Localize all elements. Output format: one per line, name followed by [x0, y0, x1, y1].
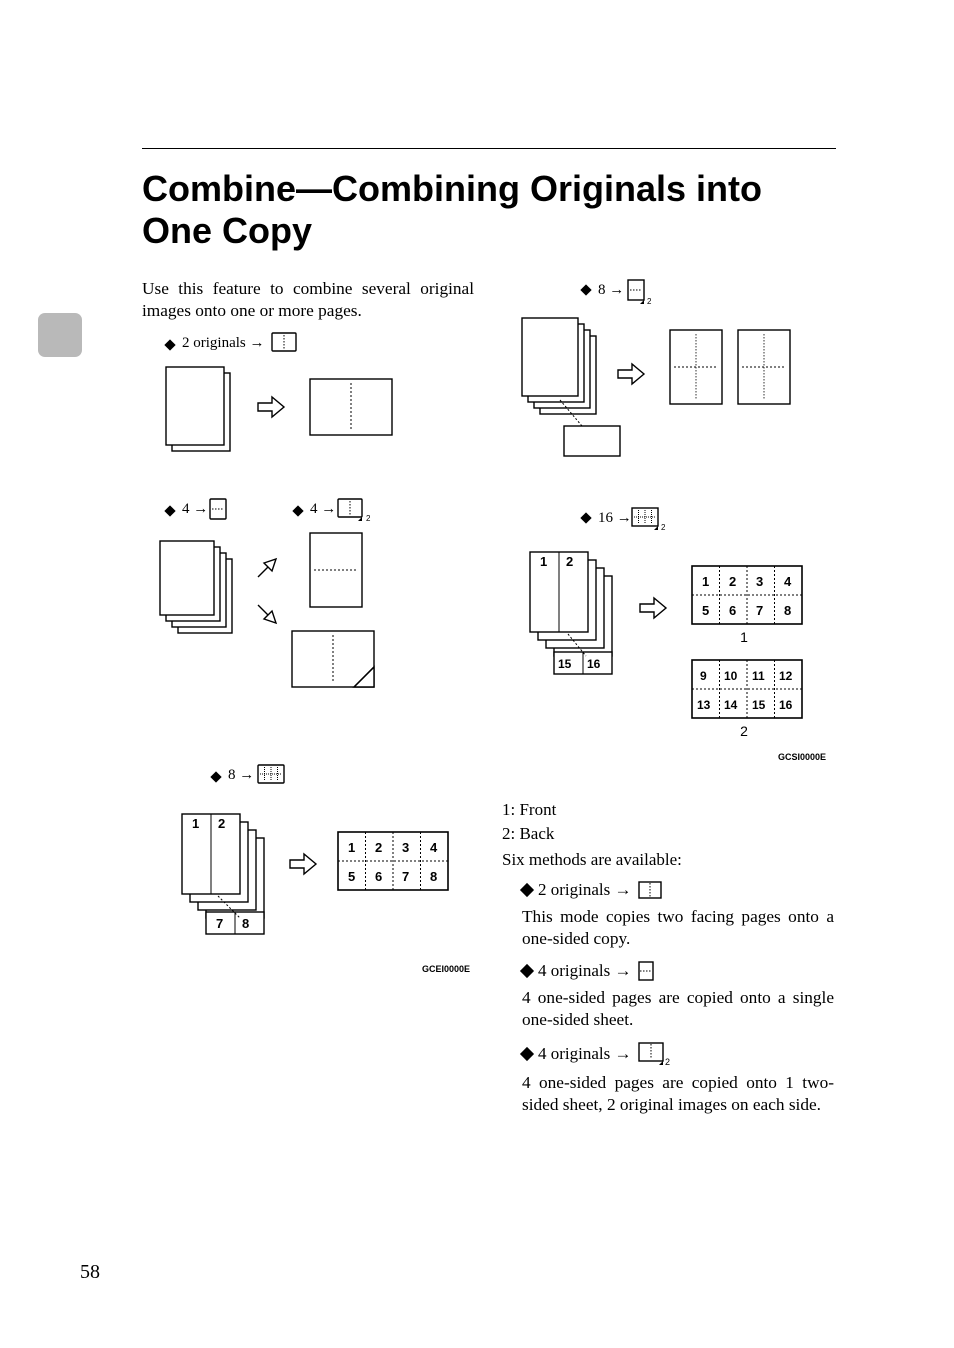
svg-text:7: 7 — [756, 603, 763, 618]
svg-text:2: 2 — [665, 1057, 670, 1066]
svg-text:2: 2 — [647, 297, 652, 306]
ref-code-8-1: GCEI0000E — [422, 964, 470, 974]
svg-text:2: 2 — [218, 816, 225, 831]
svg-text:14: 14 — [724, 698, 738, 712]
svg-text:1: 1 — [702, 574, 709, 589]
svg-text:1: 1 — [540, 554, 547, 569]
header-rule — [142, 148, 836, 149]
svg-text:3: 3 — [402, 840, 409, 855]
bullet-icon — [520, 883, 534, 897]
bullet-4-1: 4 → — [182, 501, 208, 517]
svg-text:9: 9 — [700, 669, 707, 683]
svg-text:2: 2 — [566, 554, 573, 569]
icon-2up-landscape — [638, 881, 662, 899]
icon-2up-portrait — [638, 961, 654, 981]
svg-text:8: 8 — [242, 916, 249, 931]
bullet-8-1-row: 8 → — [142, 763, 474, 789]
svg-text:16: 16 — [587, 657, 601, 671]
svg-text:12: 12 — [779, 669, 793, 683]
front-label: 1: Front — [502, 800, 834, 820]
icon-2up-duplex: 2 — [638, 1042, 672, 1066]
diagram-eight-to-two: 8 → 2 — [502, 278, 834, 478]
desc-2-1: This mode copies two facing pages onto a… — [522, 906, 834, 951]
bullet-label-2-1: 2 originals → — [182, 335, 265, 351]
bullet-row-4-2: 4 originals → 2 — [502, 1042, 834, 1066]
svg-text:11: 11 — [752, 669, 765, 683]
intro-paragraph: Use this feature to combine several orig… — [142, 278, 474, 323]
desc-4-2: 4 one-sided pages are copied onto 1 two-… — [522, 1072, 834, 1117]
back-indicator: 2 — [740, 723, 748, 739]
svg-text:7: 7 — [216, 916, 223, 931]
svg-text:1: 1 — [348, 840, 355, 855]
diagram-two-to-one: 2 originals → — [142, 331, 474, 471]
svg-text:2: 2 — [729, 574, 736, 589]
svg-text:2: 2 — [366, 514, 371, 523]
diagram-four-to-one-two: 4 → 4 → 2 — [142, 497, 474, 727]
bullet-text-4-1: 4 originals → — [538, 961, 632, 981]
front-indicator: 1 — [740, 629, 748, 645]
bullet-8-2: 8 → — [598, 282, 624, 298]
svg-text:6: 6 — [375, 869, 382, 884]
svg-text:15: 15 — [752, 698, 766, 712]
bullet-icon — [520, 964, 534, 978]
svg-text:10: 10 — [724, 669, 738, 683]
svg-text:3: 3 — [756, 574, 763, 589]
svg-text:1: 1 — [192, 816, 199, 831]
page-number: 58 — [80, 1261, 100, 1284]
column-left: Use this feature to combine several orig… — [142, 278, 474, 994]
column-right: 8 → 2 — [502, 278, 834, 1117]
bullet-text-2-1: 2 originals → — [538, 880, 632, 900]
svg-text:8: 8 — [430, 869, 437, 884]
bullet-row-2-1: 2 originals → — [502, 880, 834, 900]
diagram-eight-to-one: 1 2 7 8 — [142, 794, 474, 994]
diagram-sixteen-to-two: 16 → 2 1 2 — [502, 506, 834, 796]
bullet-4-2: 4 → — [310, 501, 336, 517]
back-label: 2: Back — [502, 824, 834, 844]
ref-code-16-2: GCSI0000E — [778, 752, 826, 762]
svg-text:4: 4 — [430, 840, 438, 855]
svg-text:5: 5 — [702, 603, 709, 618]
desc-4-1: 4 one-sided pages are copied onto a sing… — [522, 987, 834, 1032]
svg-text:2: 2 — [661, 523, 666, 532]
bullet-row-4-1: 4 originals → — [502, 961, 834, 981]
svg-text:15: 15 — [558, 657, 572, 671]
bullet-16-2: 16 → — [598, 510, 632, 526]
svg-text:5: 5 — [348, 869, 355, 884]
page-title: Combine—Combining Originals into One Cop… — [142, 168, 836, 253]
chapter-tab — [38, 313, 82, 357]
svg-text:4: 4 — [784, 574, 792, 589]
svg-text:8: 8 — [784, 603, 791, 618]
bullet-icon — [520, 1047, 534, 1061]
svg-text:16: 16 — [779, 698, 793, 712]
bullet-text-4-2: 4 originals → — [538, 1044, 632, 1064]
svg-text:2: 2 — [375, 840, 382, 855]
methods-label: Six methods are available: — [502, 850, 834, 870]
svg-text:8 →: 8 → — [228, 767, 254, 783]
svg-text:7: 7 — [402, 869, 409, 884]
svg-text:13: 13 — [697, 698, 711, 712]
svg-text:6: 6 — [729, 603, 736, 618]
